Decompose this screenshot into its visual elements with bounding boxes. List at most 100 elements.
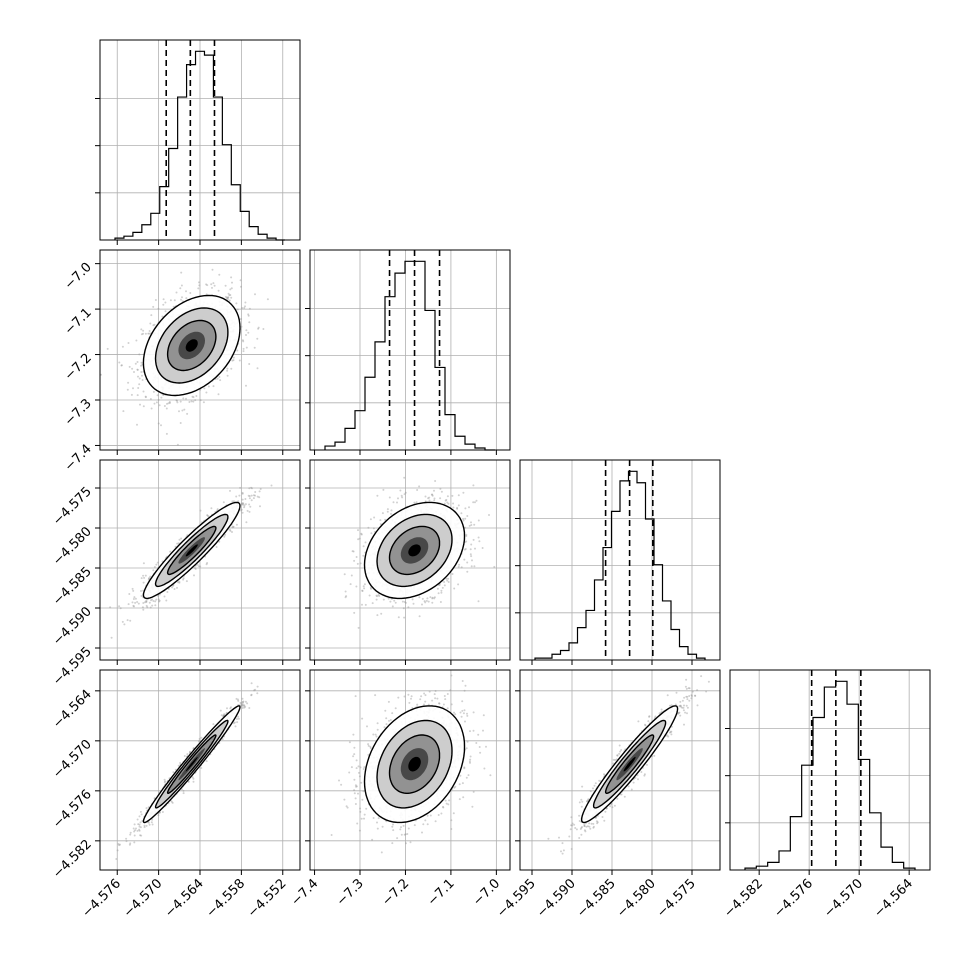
scatter-point	[181, 409, 184, 412]
scatter-point	[198, 284, 201, 287]
scatter-point	[175, 399, 178, 402]
histogram-panel	[95, 39, 301, 241]
scatter-point	[355, 585, 358, 588]
scatter-point	[361, 590, 364, 592]
density-panel	[99, 459, 301, 661]
scatter-point	[157, 307, 160, 310]
scatter-point	[244, 305, 246, 308]
scatter-point	[119, 607, 122, 610]
scatter-point	[223, 535, 226, 538]
scatter-point	[470, 521, 472, 524]
scatter-point	[188, 401, 191, 403]
scatter-point	[173, 299, 176, 302]
scatter-point	[140, 361, 143, 364]
scatter-point	[142, 405, 145, 408]
scatter-point	[388, 496, 391, 499]
scatter-point	[399, 489, 402, 492]
scatter-point	[160, 424, 162, 427]
scatter-point	[248, 487, 251, 490]
scatter-point	[241, 339, 244, 342]
scatter-point	[403, 493, 406, 496]
scatter-point	[152, 324, 155, 327]
scatter-point	[380, 612, 383, 615]
scatter-point	[493, 565, 496, 568]
y-tick-label: −4.575	[50, 484, 95, 529]
scatter-point	[248, 510, 251, 513]
scatter-point	[418, 596, 421, 599]
scatter-point	[155, 598, 158, 601]
scatter-point	[474, 547, 476, 550]
scatter-point	[202, 401, 205, 404]
scatter-point	[181, 296, 183, 299]
scatter-point	[226, 369, 229, 372]
density-panel	[99, 669, 301, 871]
scatter-point	[421, 603, 423, 606]
scatter-point	[199, 509, 202, 512]
scatter-point	[460, 566, 463, 569]
scatter-point	[446, 501, 449, 504]
scatter-point	[412, 602, 415, 605]
scatter-point	[242, 340, 245, 343]
scatter-point	[132, 604, 135, 607]
scatter-point	[357, 626, 360, 629]
scatter-point	[136, 829, 139, 832]
scatter-point	[245, 521, 248, 524]
scatter-point	[169, 299, 172, 302]
scatter-point	[140, 813, 143, 816]
scatter-point	[140, 333, 143, 336]
scatter-point	[256, 337, 259, 340]
scatter-point	[252, 497, 255, 500]
scatter-point	[240, 285, 242, 288]
scatter-point	[416, 489, 419, 491]
scatter-point	[481, 547, 484, 549]
scatter-point	[213, 284, 216, 287]
scatter-point	[153, 402, 156, 405]
scatter-point	[222, 501, 225, 504]
scatter-point	[148, 330, 151, 332]
scatter-point	[257, 326, 260, 329]
scatter-point	[351, 550, 354, 553]
scatter-point	[359, 562, 362, 565]
scatter-point	[129, 619, 132, 622]
scatter-point	[218, 376, 221, 378]
scatter-point	[190, 400, 193, 403]
scatter-point	[132, 598, 135, 600]
scatter-point	[460, 512, 463, 515]
scatter-point	[457, 565, 460, 568]
scatter-point	[473, 565, 476, 568]
scatter-point	[250, 682, 253, 685]
scatter-point	[258, 490, 261, 493]
scatter-point	[150, 407, 153, 410]
scatter-point	[445, 498, 448, 501]
scatter-point	[451, 494, 454, 497]
scatter-point	[182, 792, 185, 795]
scatter-point	[152, 569, 155, 572]
scatter-point	[136, 368, 139, 371]
scatter-point	[138, 377, 141, 380]
scatter-point	[431, 494, 434, 497]
scatter-point	[166, 402, 168, 405]
scatter-point	[216, 377, 219, 380]
scatter-point	[109, 606, 112, 609]
scatter-point	[376, 494, 379, 497]
scatter-point	[176, 443, 179, 446]
scatter-point	[471, 559, 473, 562]
scatter-point	[397, 497, 399, 500]
scatter-point	[457, 583, 460, 586]
y-tick-label: −7.1	[62, 305, 95, 338]
scatter-point	[206, 514, 209, 517]
scatter-point	[368, 594, 371, 597]
scatter-point	[137, 375, 139, 378]
scatter-point	[123, 623, 126, 626]
scatter-point	[466, 570, 469, 573]
scatter-point	[153, 566, 156, 568]
scatter-point	[381, 512, 384, 515]
scatter-point	[401, 600, 404, 603]
scatter-point	[230, 287, 233, 290]
scatter-point	[167, 402, 170, 405]
scatter-point	[382, 598, 385, 601]
scatter-point	[242, 350, 245, 353]
scatter-point	[246, 702, 249, 705]
scatter-point	[249, 505, 252, 508]
scatter-point	[243, 504, 246, 507]
